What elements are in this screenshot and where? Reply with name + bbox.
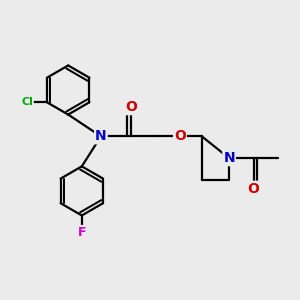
- Text: O: O: [174, 129, 186, 143]
- Text: O: O: [248, 182, 260, 196]
- Text: O: O: [125, 100, 137, 114]
- Text: N: N: [95, 129, 107, 143]
- Text: N: N: [223, 151, 235, 165]
- Text: Cl: Cl: [21, 97, 33, 107]
- Text: F: F: [78, 226, 86, 239]
